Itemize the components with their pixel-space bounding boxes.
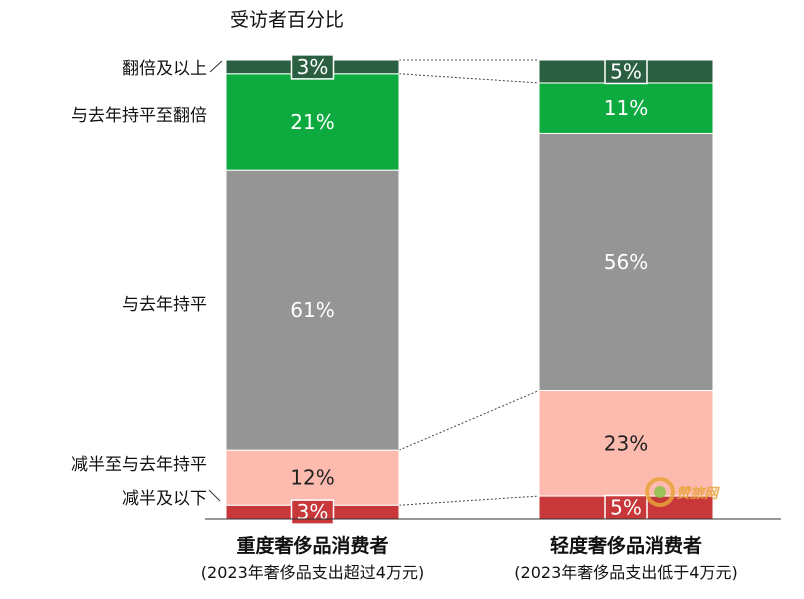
- data-label: 5%: [610, 496, 642, 520]
- watermark-text: 赞旅网: [676, 485, 720, 502]
- series-labels-group: 减半及以下 减半至与去年持平 与去年持平 与去年持平至翻倍 翻倍及以上: [71, 59, 223, 509]
- series-name-label: 减半至与去年持平: [71, 455, 207, 475]
- data-label: 3%: [297, 55, 329, 79]
- data-label: 5%: [610, 59, 642, 83]
- data-label: 12%: [290, 466, 334, 490]
- category-labels-group: 重度奢侈品消费者 (2023年奢侈品支出超过4万元) 轻度奢侈品消费者 (2023年奢…: [201, 534, 738, 582]
- data-label: 56%: [604, 250, 648, 274]
- series-name-label: 与去年持平: [122, 295, 207, 315]
- connector-line: [398, 73, 540, 84]
- data-label-box: [290, 54, 335, 80]
- data-label-box: [604, 58, 648, 85]
- category-label: 重度奢侈品消费者: [236, 534, 388, 557]
- bars-group: [225, 59, 714, 520]
- category-label: 轻度奢侈品消费者: [550, 534, 702, 557]
- leader-line: [209, 60, 223, 73]
- data-label: 11%: [604, 96, 648, 120]
- data-label-box: [604, 494, 648, 521]
- bar-segment: [225, 449, 400, 506]
- connector-line: [398, 390, 540, 451]
- bar-segment: [225, 73, 400, 171]
- bar-segment: [538, 82, 714, 134]
- watermark-logo: 赞旅网: [645, 477, 720, 507]
- data-label: 23%: [604, 431, 648, 455]
- data-label: 3%: [297, 500, 329, 524]
- y-axis-title: 受访者百分比: [230, 9, 344, 31]
- bar-segment: [225, 169, 400, 451]
- connector-line: [398, 495, 540, 506]
- segment-labels-group: 3% 12% 61% 21% 3% 5% 23% 56% 11% 5%: [290, 54, 648, 525]
- data-label: 21%: [290, 110, 334, 134]
- watermark-leaf-icon: [654, 486, 666, 498]
- series-name-label: 与去年持平至翻倍: [71, 106, 207, 126]
- series-name-label: 减半及以下: [122, 489, 207, 509]
- category-subtitle: (2023年奢侈品支出低于4万元): [514, 563, 737, 582]
- data-label: 61%: [290, 298, 334, 322]
- connector-lines: [398, 59, 540, 506]
- bar-segment: [538, 132, 714, 391]
- series-name-label: 翻倍及以上: [122, 59, 207, 79]
- category-subtitle: (2023年奢侈品支出超过4万元): [201, 563, 424, 582]
- leader-line: [208, 489, 221, 502]
- watermark-swirl-icon: [645, 477, 675, 507]
- bar-segment: [538, 389, 714, 497]
- data-label-box: [290, 499, 335, 525]
